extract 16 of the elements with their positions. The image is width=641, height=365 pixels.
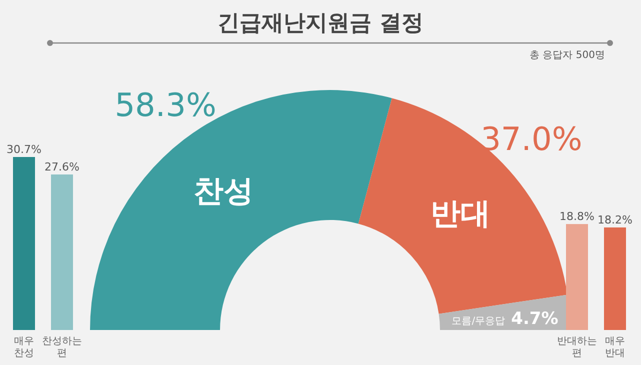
text: 총 응답자 500명 <box>530 50 605 61</box>
x-tick-label: 매우 찬성 <box>14 336 34 359</box>
data-label: 30.7% <box>6 143 42 156</box>
x-tick-label: 찬성하는 편 <box>42 336 82 359</box>
slice-label: 모름/무응답 <box>452 316 506 327</box>
data-label: 37.0% <box>480 120 582 158</box>
data-label: 58.3% <box>114 86 216 124</box>
slice-label: 반대 <box>430 196 491 232</box>
x-tick-label: 반대하는 편 <box>557 336 597 359</box>
data-label: 18.8% <box>560 210 594 224</box>
data-label: 27.6% <box>44 160 80 174</box>
data-label: 18.2% <box>598 213 632 226</box>
slice-label: 찬성 <box>193 174 254 210</box>
x-tick-label: 매우 반대 <box>605 336 625 359</box>
chart-title: 긴급재난지원금 결정 <box>218 11 424 36</box>
data-label: 4.7% <box>511 309 558 329</box>
